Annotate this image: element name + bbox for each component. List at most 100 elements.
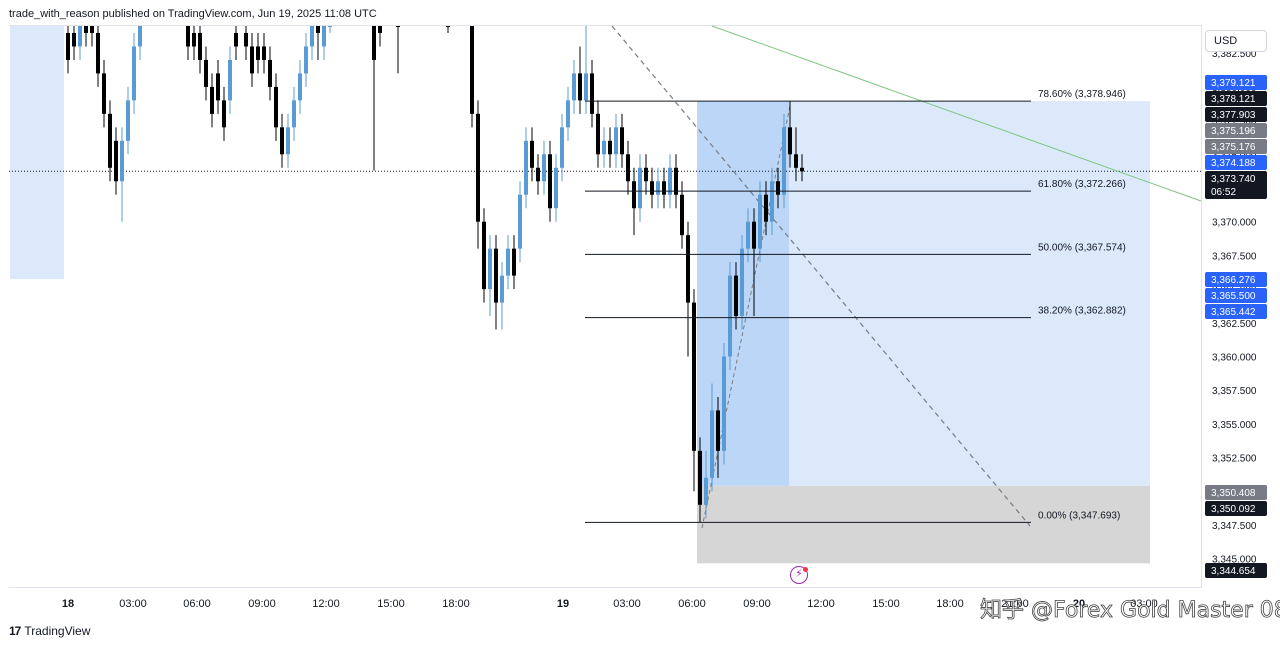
candle-body[interactable] — [500, 275, 504, 303]
candle-body[interactable] — [542, 154, 546, 182]
candle-body[interactable] — [72, 32, 76, 47]
flash-event-icon[interactable]: ⚡ — [790, 566, 808, 584]
candle-body[interactable] — [322, 26, 326, 47]
candle-body[interactable] — [686, 235, 690, 303]
candle-body[interactable] — [530, 140, 534, 168]
candle-body[interactable] — [250, 46, 254, 74]
candle-body[interactable] — [328, 26, 332, 27]
candle-body[interactable] — [210, 86, 214, 114]
candle-body[interactable] — [698, 450, 702, 505]
candle-body[interactable] — [788, 127, 792, 155]
candle-body[interactable] — [102, 73, 106, 114]
candle-body[interactable] — [548, 154, 552, 209]
candle-body[interactable] — [524, 140, 528, 195]
candle-body[interactable] — [716, 410, 720, 451]
candle-body[interactable] — [728, 275, 732, 357]
candle-body[interactable] — [316, 26, 320, 33]
candle-body[interactable] — [298, 73, 302, 101]
candle-body[interactable] — [560, 127, 564, 168]
candle-body[interactable] — [310, 26, 314, 47]
candle-body[interactable] — [244, 32, 248, 47]
candle-body[interactable] — [620, 127, 624, 155]
candle-body[interactable] — [274, 86, 278, 128]
trend-line[interactable] — [711, 25, 1202, 202]
candle-body[interactable] — [96, 32, 100, 74]
candle-body[interactable] — [644, 167, 648, 182]
candle-body[interactable] — [114, 140, 118, 182]
candle-body[interactable] — [584, 73, 588, 101]
candle-body[interactable] — [518, 194, 522, 249]
candle-body[interactable] — [704, 477, 708, 505]
candle-body[interactable] — [234, 32, 238, 47]
candle-body[interactable] — [740, 248, 744, 317]
candle-body[interactable] — [222, 100, 226, 128]
candle-body[interactable] — [632, 181, 636, 209]
candle-body[interactable] — [292, 100, 296, 128]
candle-body[interactable] — [638, 167, 642, 209]
candle-body[interactable] — [488, 248, 492, 290]
candle-body[interactable] — [66, 32, 70, 60]
candle-body[interactable] — [650, 181, 654, 195]
candle-body[interactable] — [268, 59, 272, 87]
candle-body[interactable] — [578, 73, 582, 101]
candle-body[interactable] — [554, 167, 558, 209]
candle-body[interactable] — [692, 302, 696, 451]
candle-body[interactable] — [800, 167, 804, 172]
candle-body[interactable] — [572, 73, 576, 101]
candle-body[interactable] — [126, 100, 130, 141]
candle-body[interactable] — [668, 167, 672, 195]
candle-body[interactable] — [120, 140, 124, 182]
candle-body[interactable] — [186, 26, 190, 47]
candle-body[interactable] — [198, 32, 202, 60]
candle-body[interactable] — [396, 26, 400, 27]
candle-body[interactable] — [204, 59, 208, 87]
candle-body[interactable] — [536, 167, 540, 182]
candle-body[interactable] — [256, 46, 260, 60]
candle-body[interactable] — [734, 275, 738, 317]
candle-body[interactable] — [494, 248, 498, 303]
candle-body[interactable] — [446, 26, 450, 27]
candle-body[interactable] — [602, 140, 606, 155]
currency-button[interactable]: USD — [1205, 30, 1267, 52]
candle-body[interactable] — [770, 181, 774, 222]
candle-body[interactable] — [108, 113, 112, 168]
candle-body[interactable] — [286, 127, 290, 155]
candle-body[interactable] — [596, 113, 600, 155]
candle-body[interactable] — [84, 26, 88, 33]
candle-body[interactable] — [626, 154, 630, 182]
candle-body[interactable] — [482, 221, 486, 290]
candle-body[interactable] — [746, 221, 750, 249]
candle-body[interactable] — [506, 248, 510, 276]
candle-body[interactable] — [776, 181, 780, 195]
candle-body[interactable] — [378, 26, 382, 33]
candle-body[interactable] — [608, 140, 612, 155]
candle-body[interactable] — [512, 248, 516, 276]
candle-body[interactable] — [192, 32, 196, 47]
candle-body[interactable] — [470, 26, 474, 114]
candle-body[interactable] — [722, 356, 726, 451]
candle-body[interactable] — [614, 127, 618, 155]
candle-body[interactable] — [794, 154, 798, 168]
candle-body[interactable] — [216, 73, 220, 101]
candle-body[interactable] — [228, 59, 232, 101]
candle-body[interactable] — [764, 194, 768, 222]
candle-body[interactable] — [710, 410, 714, 478]
candle-body[interactable] — [680, 194, 684, 236]
candle-body[interactable] — [132, 46, 136, 101]
dashed-trend-line[interactable] — [611, 25, 1031, 527]
candle-body[interactable] — [372, 26, 376, 60]
candle-body[interactable] — [90, 26, 94, 33]
candle-body[interactable] — [590, 73, 594, 114]
candle-body[interactable] — [138, 26, 142, 47]
stop-zone[interactable] — [697, 485, 1150, 564]
candle-body[interactable] — [674, 167, 678, 195]
candle-body[interactable] — [476, 113, 480, 222]
candle-body[interactable] — [752, 221, 756, 249]
candle-body[interactable] — [262, 46, 266, 60]
tradingview-logo[interactable]: 17 TradingView — [9, 624, 90, 638]
candle-body[interactable] — [782, 127, 786, 195]
candle-body[interactable] — [656, 181, 660, 195]
candle-body[interactable] — [566, 100, 570, 128]
candle-body[interactable] — [662, 181, 666, 195]
